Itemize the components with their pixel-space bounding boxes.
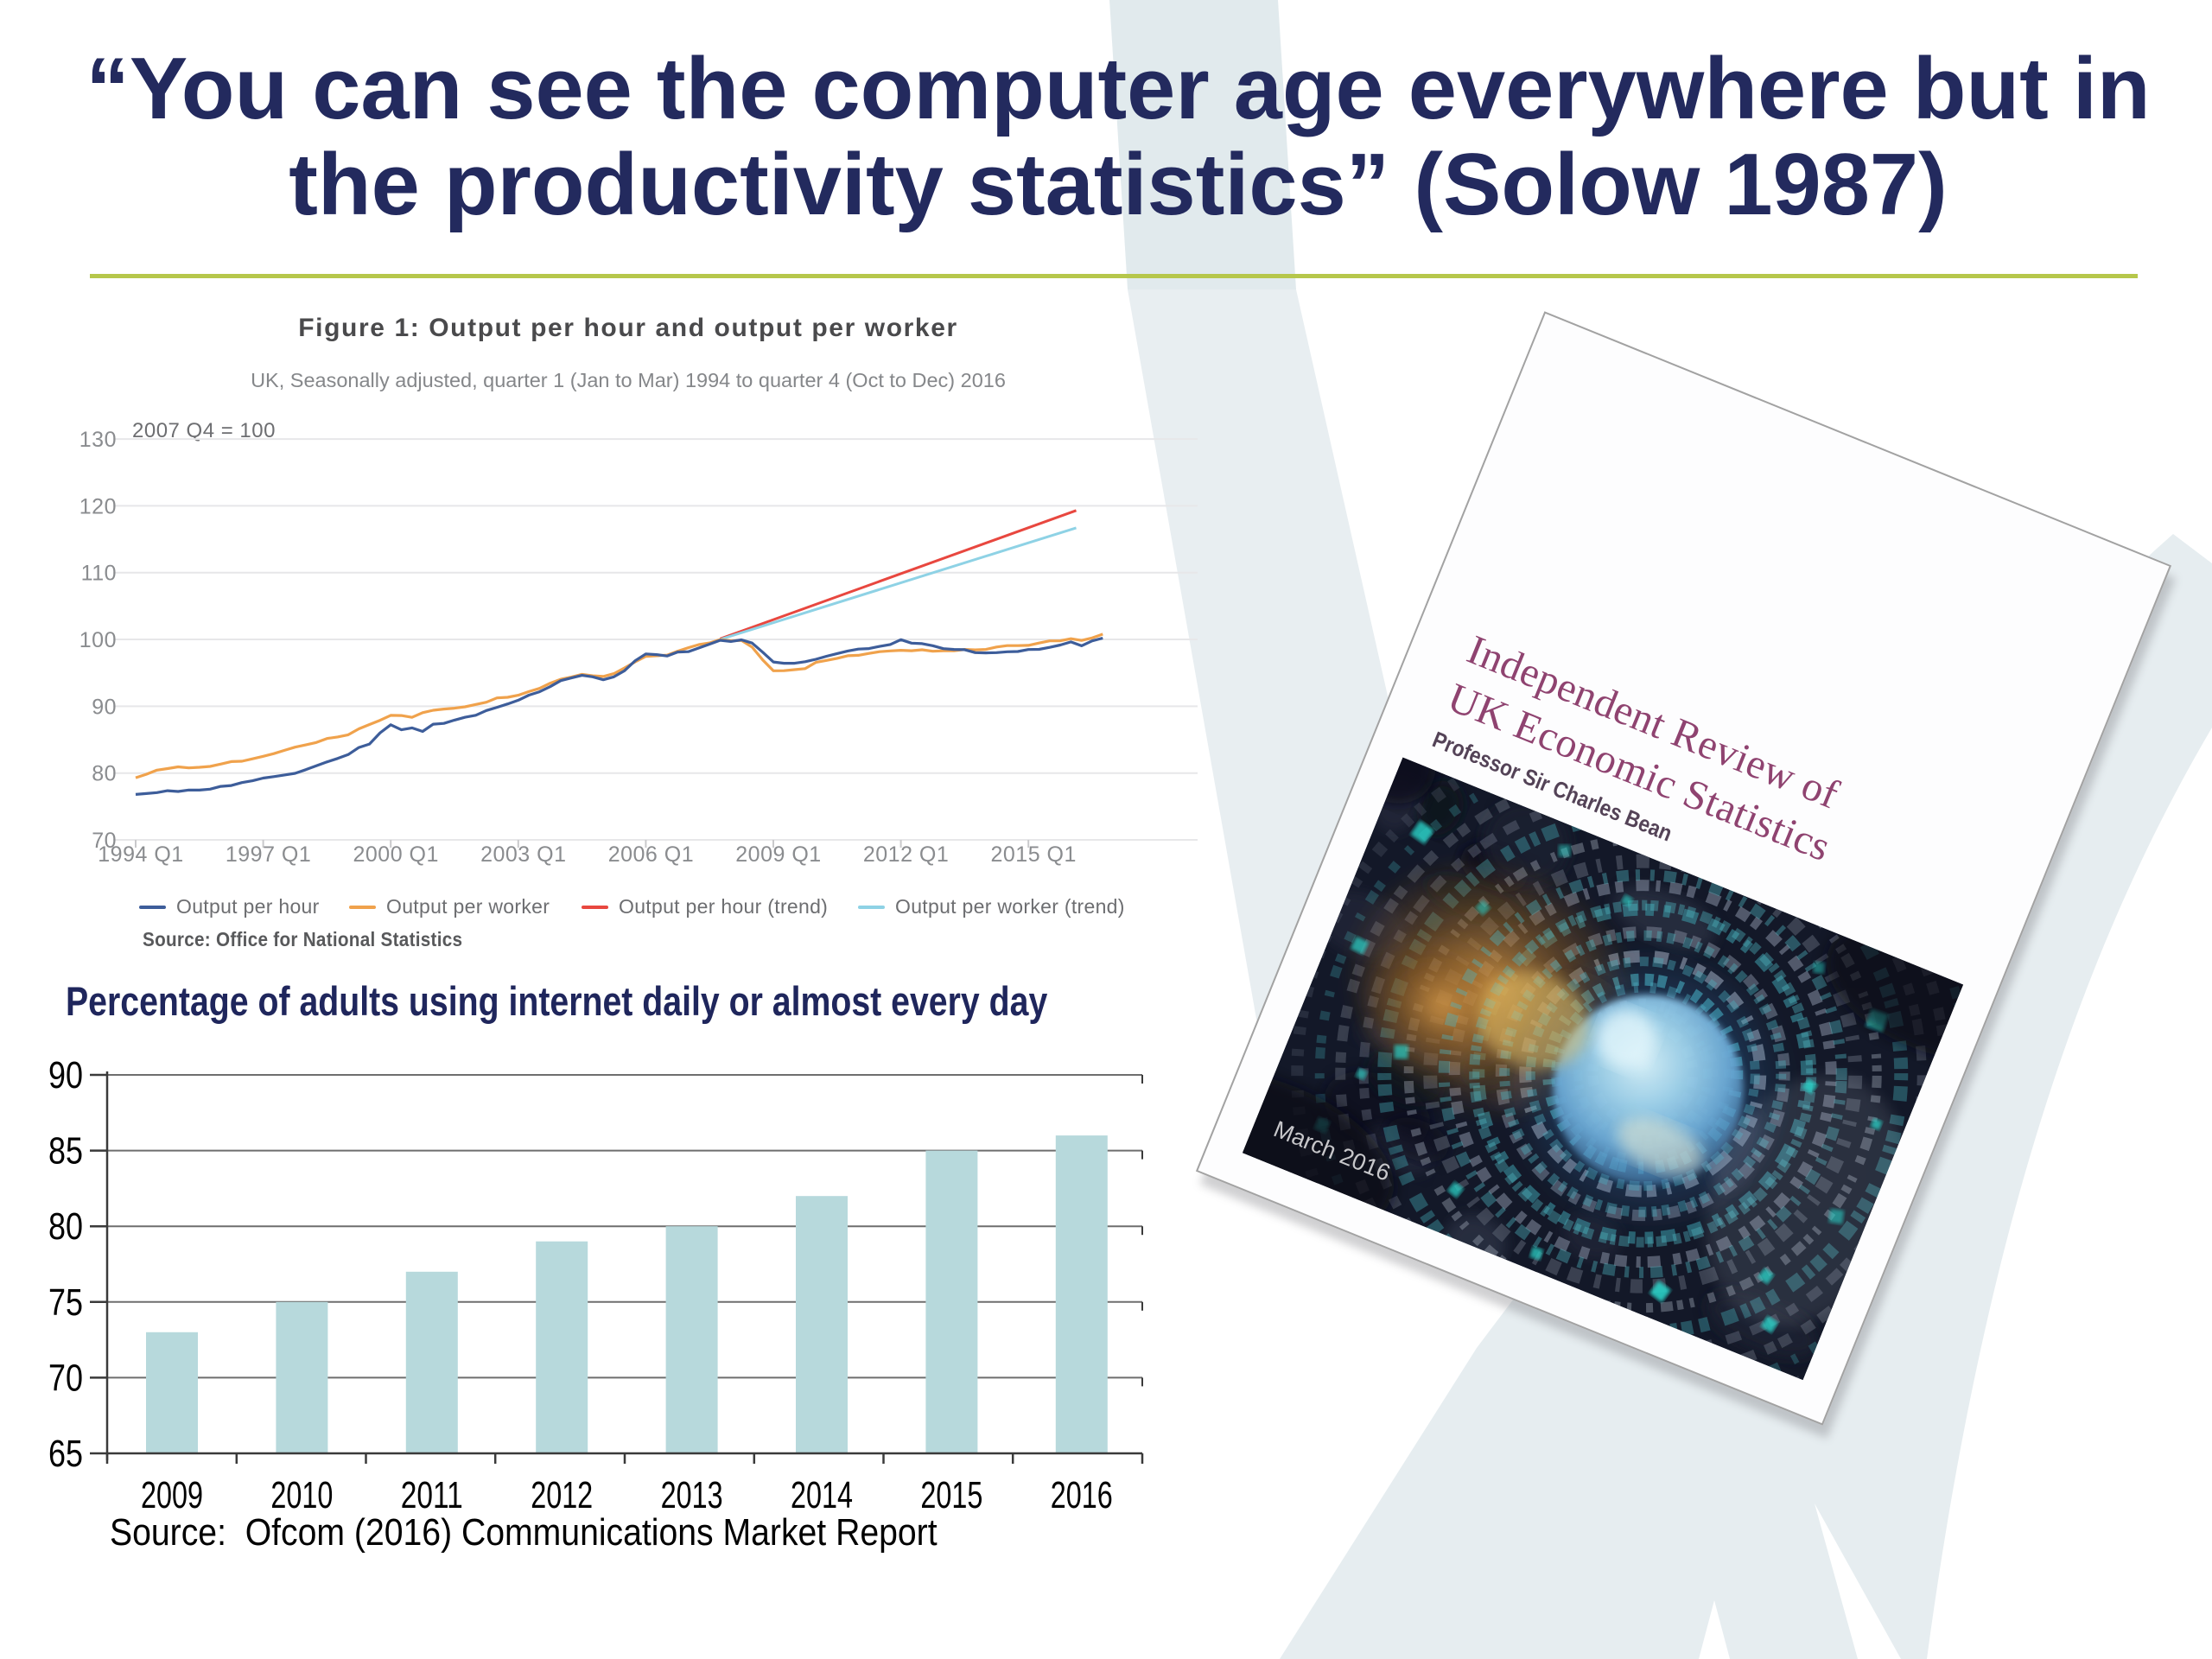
svg-text:2015: 2015 xyxy=(920,1474,982,1516)
svg-text:75: 75 xyxy=(48,1281,83,1324)
svg-text:110: 110 xyxy=(81,562,117,586)
svg-text:2015 Q1: 2015 Q1 xyxy=(990,842,1076,867)
svg-text:90: 90 xyxy=(48,1054,83,1096)
svg-text:2016: 2016 xyxy=(1051,1474,1113,1516)
svg-text:2011: 2011 xyxy=(401,1474,463,1516)
svg-text:2000 Q1: 2000 Q1 xyxy=(353,842,438,867)
svg-text:80: 80 xyxy=(92,762,117,786)
svg-text:80: 80 xyxy=(48,1205,83,1248)
svg-text:2009 Q1: 2009 Q1 xyxy=(735,842,821,867)
svg-text:90: 90 xyxy=(92,695,117,719)
svg-text:85: 85 xyxy=(48,1130,83,1173)
svg-text:2014: 2014 xyxy=(791,1474,853,1516)
svg-text:2012: 2012 xyxy=(531,1474,593,1516)
svg-text:65: 65 xyxy=(48,1433,83,1475)
svg-text:130: 130 xyxy=(79,428,117,452)
svg-text:2013: 2013 xyxy=(661,1474,723,1516)
svg-text:100: 100 xyxy=(79,628,117,652)
svg-text:2006 Q1: 2006 Q1 xyxy=(608,842,694,867)
svg-text:2009: 2009 xyxy=(141,1474,203,1516)
svg-text:2010: 2010 xyxy=(270,1474,333,1516)
svg-text:2012 Q1: 2012 Q1 xyxy=(863,842,949,867)
svg-text:70: 70 xyxy=(92,829,117,853)
svg-text:1997 Q1: 1997 Q1 xyxy=(226,842,311,867)
svg-text:120: 120 xyxy=(79,494,117,518)
svg-text:2003 Q1: 2003 Q1 xyxy=(480,842,566,867)
svg-text:70: 70 xyxy=(48,1357,83,1399)
svg-text:1994 Q1: 1994 Q1 xyxy=(98,842,183,867)
